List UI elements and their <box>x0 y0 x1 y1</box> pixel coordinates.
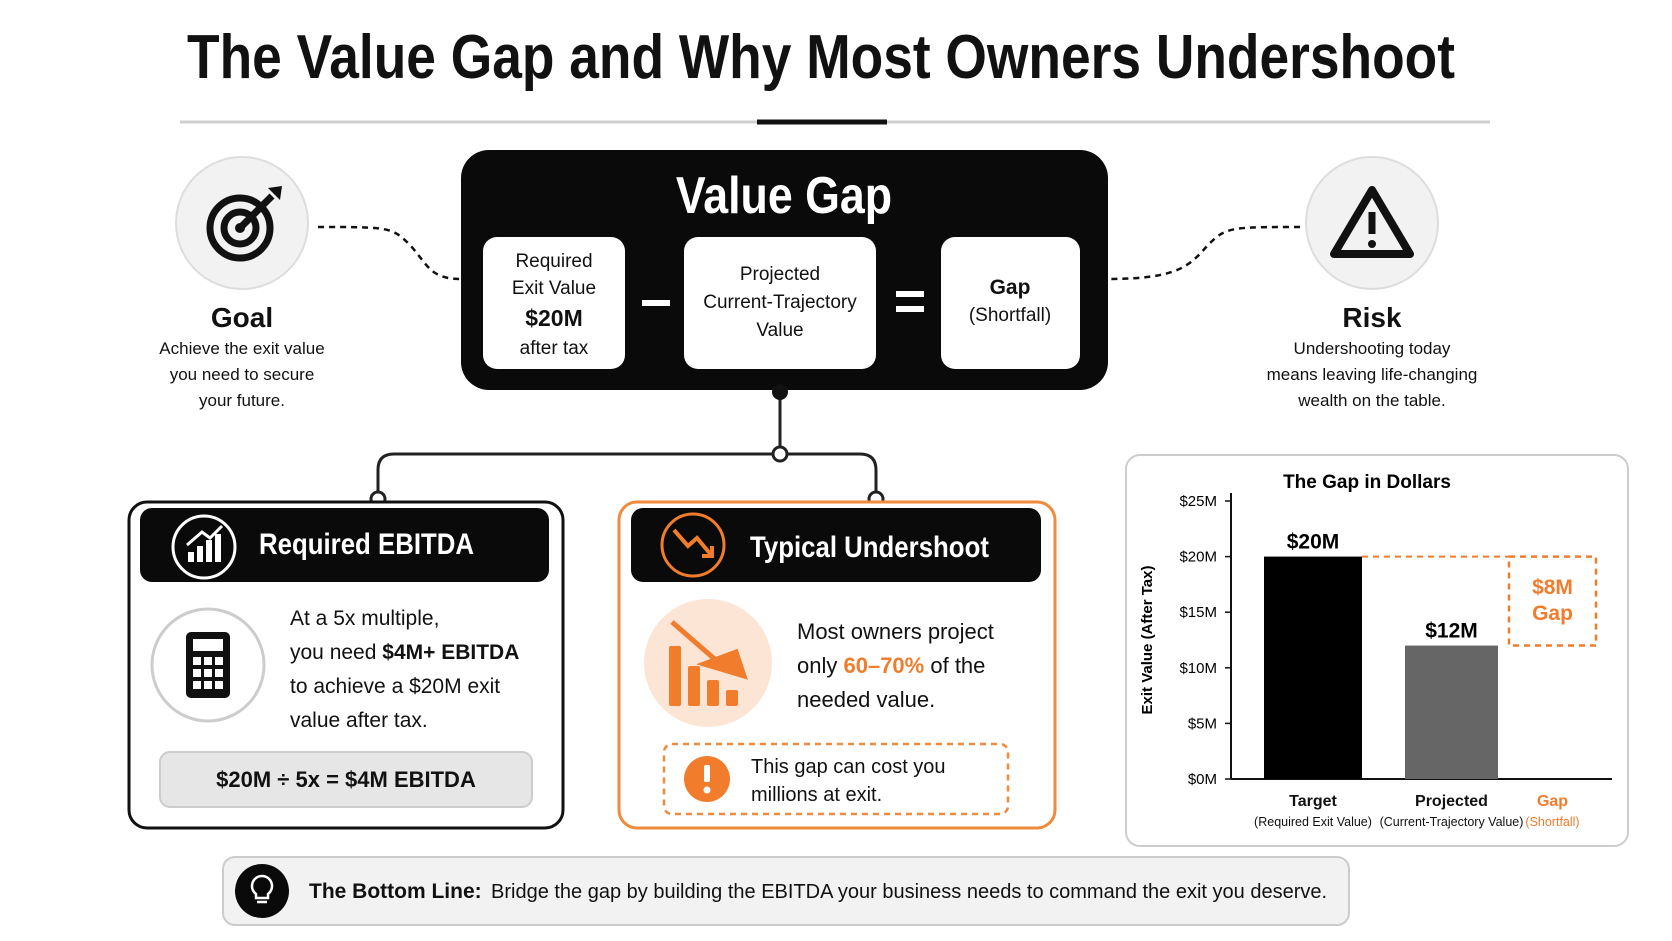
text: (Shortfall) <box>968 305 1052 326</box>
value-label: $8M Gap <box>1532 576 1573 626</box>
goal-text: Goal Achieve the exit value you need to … <box>159 300 324 414</box>
target-arrow <box>268 186 282 200</box>
text: millions at exit. <box>751 784 883 806</box>
down-icon-circle <box>660 512 726 578</box>
warning-text: This gap can cost you millions at exit. <box>751 753 946 809</box>
text: you need to secure <box>169 365 315 384</box>
title: The Value Gap and Why Most Owners Unders… <box>186 23 1456 92</box>
amount: $20M <box>525 305 583 331</box>
formula-box <box>941 237 1080 369</box>
y-tick-label: $0M <box>1188 771 1217 788</box>
text: Required <box>515 251 593 272</box>
x-tick-label: Target <box>1289 793 1337 810</box>
y-tick-label: $15M <box>1179 604 1217 621</box>
ebitda-title: Required EBITDA <box>259 528 475 561</box>
risk-text: Risk Undershooting today means leaving l… <box>1267 300 1478 414</box>
formula-box <box>483 237 625 369</box>
value-label: $20M <box>1287 531 1340 554</box>
chart-card <box>1125 454 1629 847</box>
calculator-screen <box>193 639 223 651</box>
text: Current-Trajectory <box>703 292 857 313</box>
text: Value <box>756 320 804 341</box>
equals-sign <box>896 291 924 297</box>
value-label: $12M <box>1425 620 1478 643</box>
chart-title: The Gap in Dollars <box>1283 472 1451 493</box>
text: wealth on the table. <box>1298 391 1446 410</box>
ebitda-card <box>127 500 565 830</box>
required-box: Required Exit Value $20M after tax <box>512 248 596 362</box>
x-tick-sublabel: (Shortfall) <box>1525 815 1579 829</box>
alert-dot <box>703 786 711 794</box>
bulb-circle <box>235 864 289 918</box>
value-gap-title: Value Gap <box>675 167 893 225</box>
tree-connector <box>376 392 878 499</box>
down-icon <box>672 528 714 558</box>
alert-mark <box>704 765 710 782</box>
text: needed value. <box>797 687 936 712</box>
x-tick-label: Gap <box>1537 793 1568 810</box>
text: only 60–70% of the <box>797 653 986 678</box>
decline-bars <box>669 646 738 706</box>
calculation: $20M ÷ 5x = $4M EBITDA <box>216 767 476 792</box>
gap-box: Gap (Shortfall) <box>969 274 1051 330</box>
bar <box>1405 645 1498 779</box>
x-tick-sublabel: (Current-Trajectory Value) <box>1380 815 1524 829</box>
text: This gap can cost you <box>751 756 946 778</box>
equals-sign <box>896 306 924 312</box>
node <box>772 384 788 400</box>
x-tick-sublabel: (Required Exit Value) <box>1254 815 1372 829</box>
gap-bar <box>1507 555 1598 647</box>
ebitda-body: At a 5x multiple, you need $4M+ EBITDA t… <box>290 602 519 738</box>
warning-dot <box>1368 240 1376 248</box>
text: value after tax. <box>290 709 428 732</box>
text: you need $4M+ EBITDA <box>290 641 520 664</box>
undershoot-title: Typical Undershoot <box>750 531 989 564</box>
chart-icon <box>188 534 221 562</box>
text: after tax <box>519 338 589 359</box>
text: your future. <box>198 391 285 410</box>
minus-sign <box>642 300 670 306</box>
y-tick-label: $5M <box>1188 715 1217 732</box>
warning-box <box>662 742 1010 816</box>
text: Projected <box>739 264 821 285</box>
text: Exit Value <box>511 278 597 299</box>
target-icon <box>206 193 275 262</box>
x-tick-label: Projected <box>1415 793 1488 810</box>
chart-icon-circle <box>171 514 237 580</box>
bulb-icon <box>250 874 274 904</box>
bottom-line-text: Bridge the gap by building the EBITDA yo… <box>491 881 1328 903</box>
projected-box: Projected Current-Trajectory Value <box>703 261 856 345</box>
card-header <box>631 508 1041 582</box>
connector <box>1107 225 1301 281</box>
text: Achieve the exit value <box>159 339 325 358</box>
calculation-box <box>159 751 533 808</box>
y-tick-label: $25M <box>1179 493 1217 510</box>
goal-title: Goal <box>210 302 274 333</box>
y-axis-label: Exit Value (After Tax) <box>1139 566 1156 715</box>
text: Gap <box>989 276 1031 299</box>
bottom-line-box <box>222 856 1350 926</box>
formula-box <box>684 237 876 369</box>
text: At a 5x multiple, <box>290 607 440 630</box>
undershoot-body: Most owners project only 60–70% of the n… <box>797 615 994 717</box>
node <box>771 445 789 463</box>
y-tick-label: $20M <box>1179 549 1217 566</box>
chart-icon-line <box>186 524 224 547</box>
text: means leaving life-changing <box>1266 365 1478 384</box>
calculator-keys <box>193 657 223 689</box>
target-center <box>235 223 245 233</box>
warning-icon <box>1330 186 1414 258</box>
decline-arrow <box>670 620 748 680</box>
bottom-line-label: The Bottom Line: <box>309 880 482 903</box>
text: Most owners project <box>797 619 994 644</box>
y-tick-label: $10M <box>1179 660 1217 677</box>
bar <box>1264 556 1362 779</box>
card-header <box>140 508 549 582</box>
text: to achieve a $20M exit <box>290 675 501 698</box>
connector <box>317 225 462 281</box>
text: Undershooting today <box>1293 339 1451 358</box>
risk-title: Risk <box>1342 302 1402 333</box>
